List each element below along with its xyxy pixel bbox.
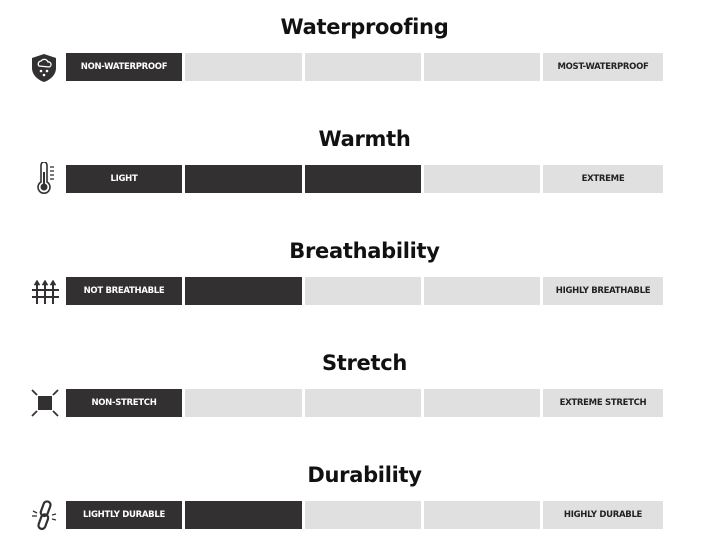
rating-segment-4 bbox=[424, 389, 540, 417]
rating-segment-2 bbox=[185, 277, 302, 305]
scale-title: Durability bbox=[307, 463, 422, 487]
rating-segment-5: EXTREME bbox=[543, 165, 663, 193]
rating-segment-4 bbox=[424, 501, 540, 529]
rating-segment-4 bbox=[424, 165, 540, 193]
rating-segment-5: HIGHLY DURABLE bbox=[543, 501, 663, 529]
rating-bar: NOT BREATHABLE HIGHLY BREATHABLE bbox=[30, 277, 670, 305]
rating-segment-2 bbox=[185, 389, 302, 417]
rating-segment-5: EXTREME STRETCH bbox=[543, 389, 663, 417]
airflow-arrows-icon bbox=[30, 277, 62, 305]
rating-segment-5: HIGHLY BREATHABLE bbox=[543, 277, 663, 305]
scale-title: Breathability bbox=[289, 239, 440, 263]
rating-segment-3 bbox=[305, 277, 421, 305]
scale-title: Waterproofing bbox=[280, 15, 449, 39]
rating-segment-3 bbox=[305, 53, 421, 81]
rating-bar: LIGHTLY DURABLE HIGHLY DURABLE bbox=[30, 500, 670, 530]
rating-segment-1: LIGHT bbox=[66, 165, 182, 193]
rating-segment-2 bbox=[185, 501, 302, 529]
rating-segment-3 bbox=[305, 165, 421, 193]
rating-segment-1: NON-STRETCH bbox=[66, 389, 182, 417]
rating-segment-1: NON-WATERPROOF bbox=[66, 53, 182, 81]
rating-segment-1: NOT BREATHABLE bbox=[66, 277, 182, 305]
rating-segment-3 bbox=[305, 501, 421, 529]
rating-bar: LIGHT EXTREME bbox=[30, 161, 670, 194]
rating-segment-5: MOST-WATERPROOF bbox=[543, 53, 663, 81]
rating-bar: NON-WATERPROOF MOST-WATERPROOF bbox=[30, 53, 670, 82]
rating-bar: NON-STRETCH EXTREME STRETCH bbox=[30, 389, 670, 417]
rating-segment-3 bbox=[305, 389, 421, 417]
chain-link-icon bbox=[30, 500, 62, 530]
rating-segment-4 bbox=[424, 53, 540, 81]
scale-title: Stretch bbox=[321, 351, 408, 375]
stretch-square-icon bbox=[30, 389, 62, 417]
rating-segment-2 bbox=[185, 165, 302, 193]
shield-rain-icon bbox=[30, 53, 62, 82]
rating-segment-1: LIGHTLY DURABLE bbox=[66, 501, 182, 529]
thermometer-icon bbox=[30, 161, 62, 194]
scale-title: Warmth bbox=[318, 127, 411, 151]
rating-segment-2 bbox=[185, 53, 302, 81]
rating-segment-4 bbox=[424, 277, 540, 305]
